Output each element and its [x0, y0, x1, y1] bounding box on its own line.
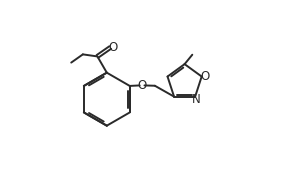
Text: N: N [192, 93, 201, 106]
Text: O: O [108, 41, 117, 54]
Text: O: O [137, 79, 147, 92]
Text: O: O [200, 70, 209, 83]
